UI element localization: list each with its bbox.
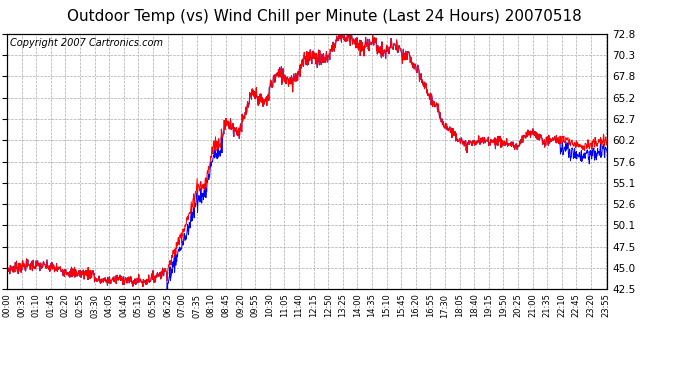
Text: Outdoor Temp (vs) Wind Chill per Minute (Last 24 Hours) 20070518: Outdoor Temp (vs) Wind Chill per Minute … (67, 9, 582, 24)
Text: Copyright 2007 Cartronics.com: Copyright 2007 Cartronics.com (10, 38, 163, 48)
